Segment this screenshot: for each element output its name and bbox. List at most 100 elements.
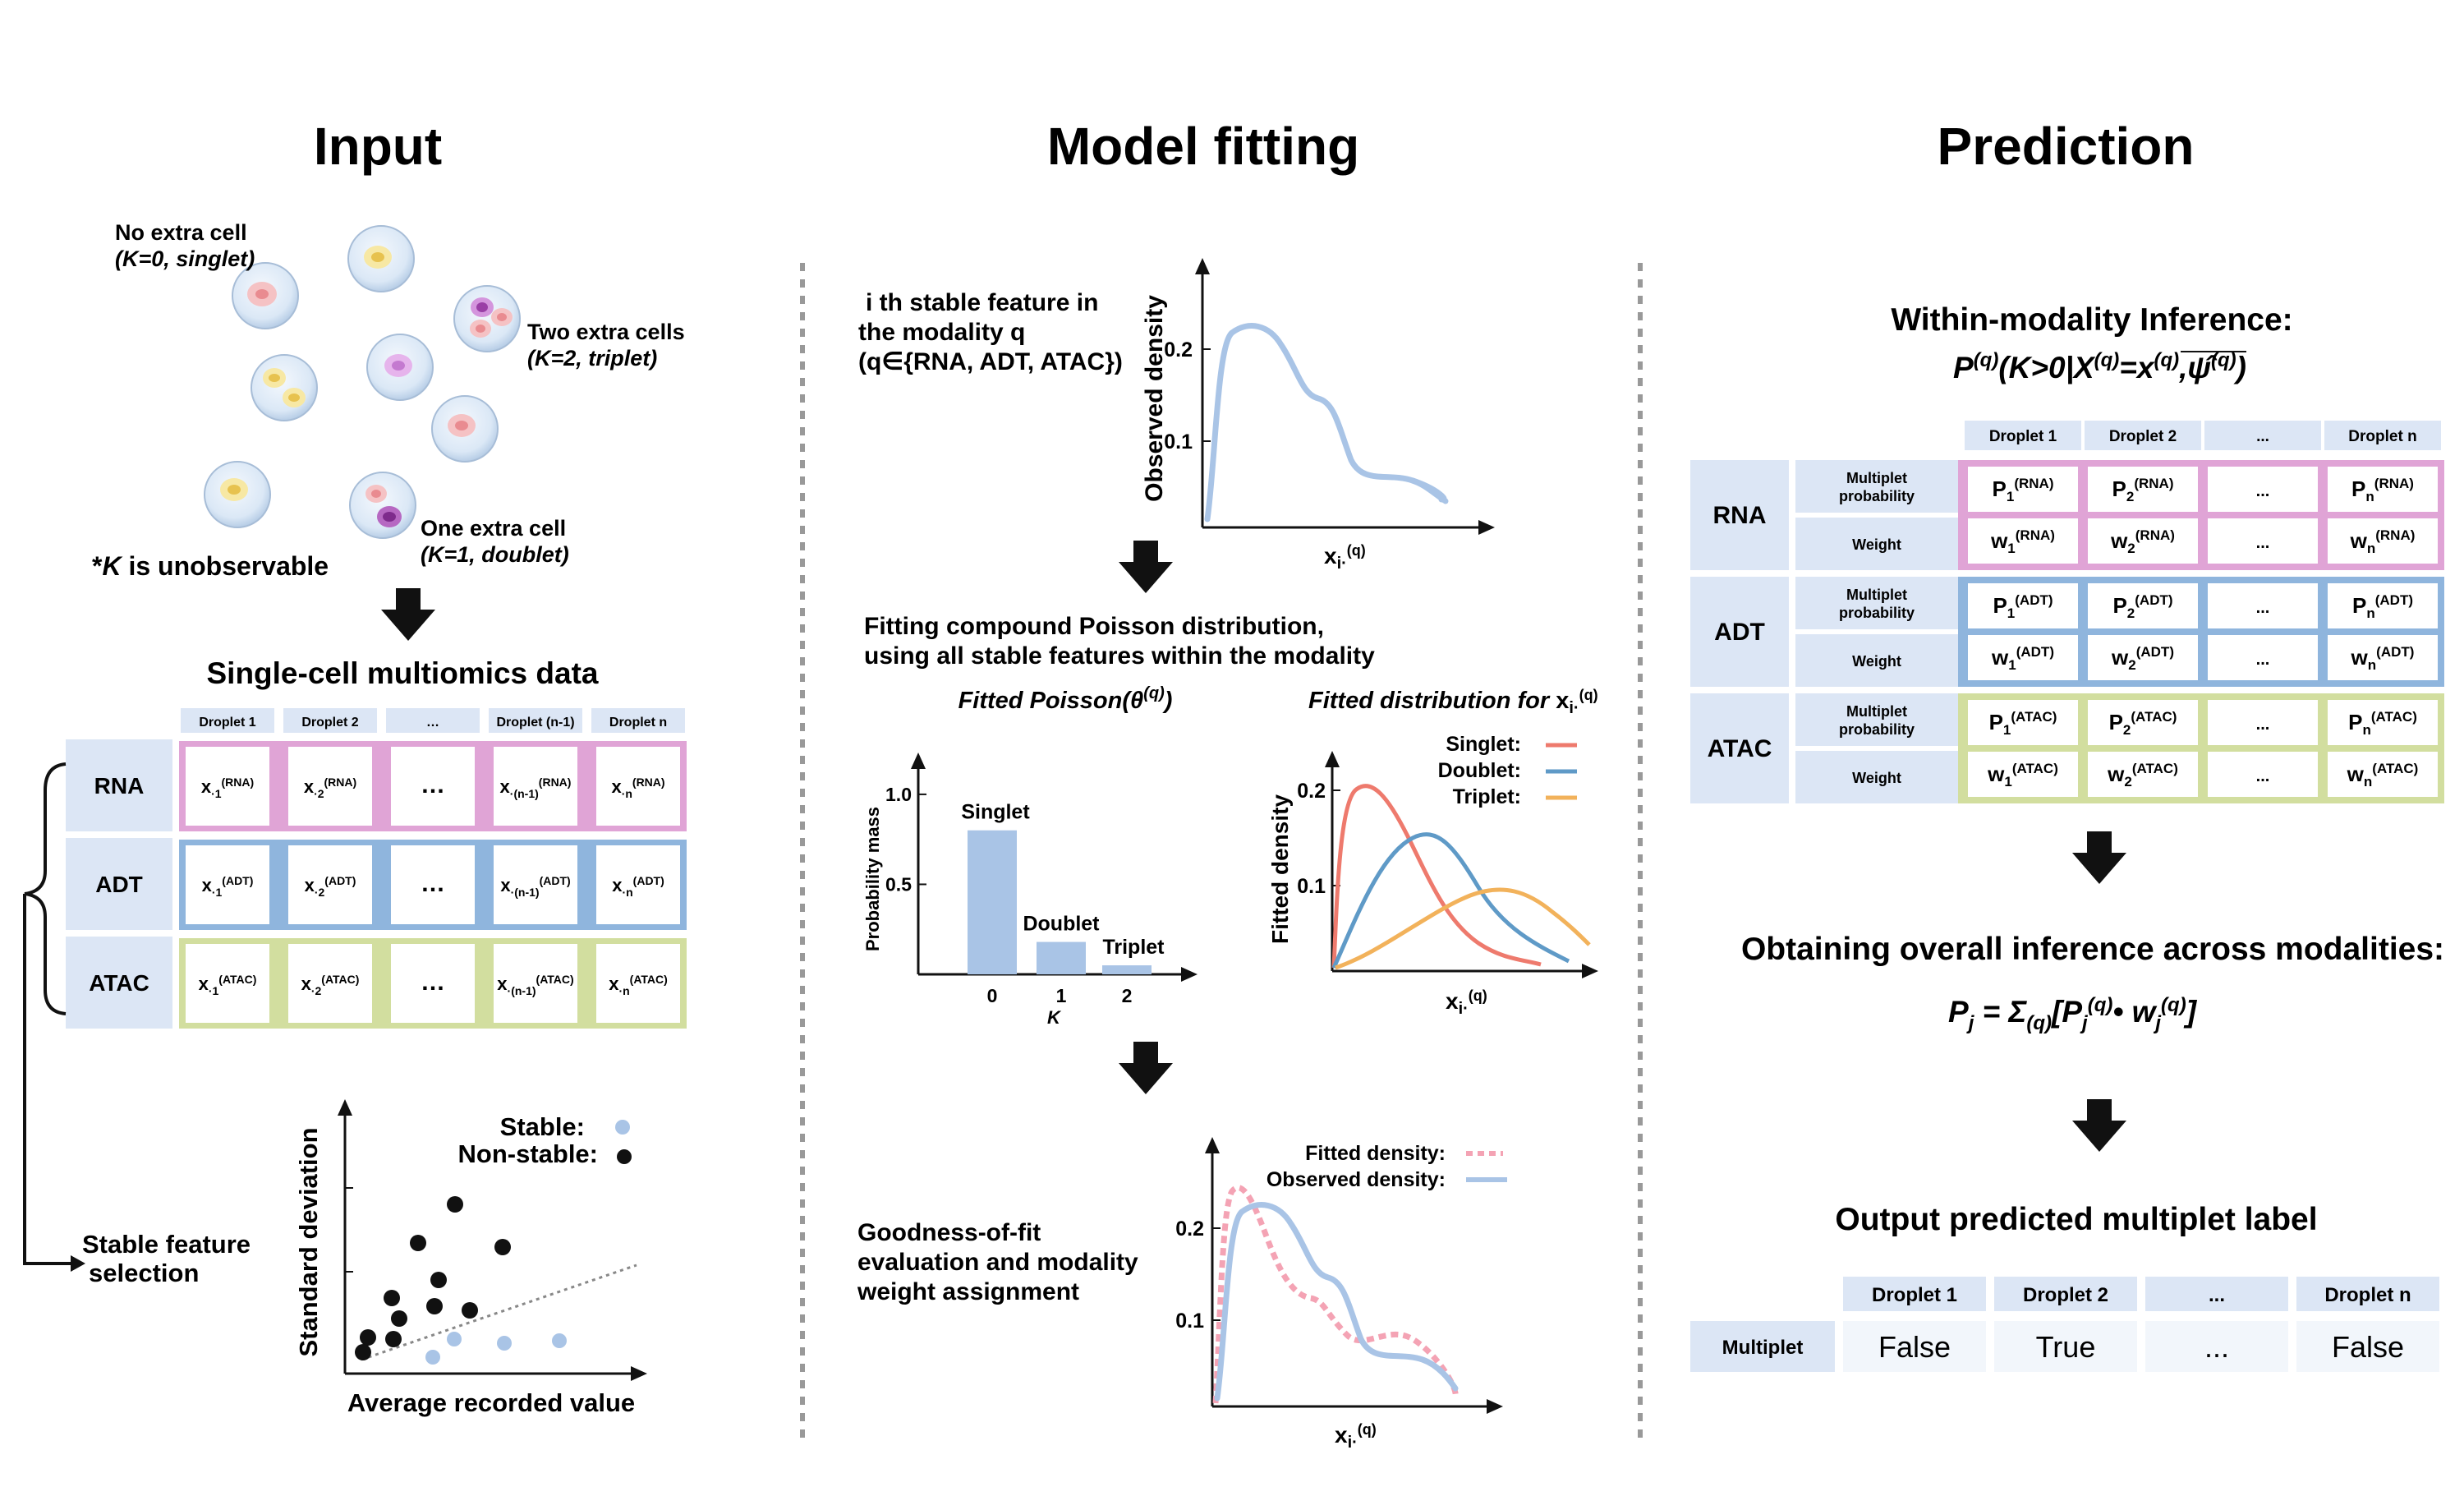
multiomics-title: Single-cell multiomics data — [206, 656, 598, 690]
feature-text-line3: (q∈{RNA, ADT, ATAC}) — [858, 348, 1123, 375]
data-cell-value: x·1(RNA) — [201, 776, 254, 800]
probability-cell — [2328, 467, 2438, 512]
multiplet-label-value: False — [2332, 1330, 2404, 1364]
observed-x-label: xi·(q) — [1324, 542, 1366, 573]
nonstable-point — [391, 1310, 407, 1327]
data-cell-value: x·n(ATAC) — [609, 973, 668, 997]
output-droplet-header-cell — [2145, 1277, 2288, 1311]
two-extra-cells-k: (K=2, triplet) — [527, 346, 657, 371]
output-droplet-header-label: ... — [2209, 1284, 2225, 1306]
data-cell-value: … — [421, 969, 445, 996]
droplet-header-label: Droplet 2 — [301, 716, 358, 730]
weight-value: wn(ATAC) — [2347, 761, 2419, 789]
scatter-y-label: Standard deviation — [294, 1127, 323, 1356]
prob-ylabel: Probability mass — [862, 807, 883, 951]
stable-point — [447, 1332, 462, 1346]
droplet-header-cell — [386, 708, 480, 733]
multiplet-label-value: False — [1878, 1330, 1951, 1364]
droplet-cell-triplet — [453, 285, 521, 352]
probability-cell — [2208, 583, 2318, 628]
y-tick-label: 0.1 — [1164, 430, 1193, 453]
connector-line — [23, 894, 72, 1265]
data-cell — [596, 747, 680, 826]
weight-value: w1(ATAC) — [1987, 761, 2058, 789]
arrow-down-icon — [381, 588, 435, 641]
stable-point — [497, 1336, 512, 1351]
x-tick-label: 1 — [1056, 985, 1067, 1006]
data-cell-value: x·(n-1)(ATAC) — [497, 973, 573, 997]
feature-text-line1: i th stable feature in — [866, 289, 1098, 316]
droplet-cell — [366, 334, 434, 401]
data-cell-value: x·n(ADT) — [612, 874, 664, 899]
data-cell — [596, 944, 680, 1023]
output-label-table: Droplet 1 Droplet 2... Droplet n Multiplet F… — [1690, 1277, 2439, 1372]
stable-point — [552, 1333, 567, 1348]
droplet-header-label: Droplet 1 — [199, 716, 255, 730]
axis-arrow-icon — [1325, 751, 1340, 767]
stable-legend-marker — [615, 1120, 630, 1135]
fitted-density-curve — [1212, 1185, 1459, 1404]
y-tick-label: 0.1 — [1175, 1310, 1204, 1333]
output-droplet-header-cell — [2296, 1277, 2439, 1311]
weight-cell — [1968, 635, 2078, 680]
fitted-distribution-chart: Fitted distribution for xi·(q) 0.2 0.1 F… — [1267, 687, 1598, 1018]
metric-label-cell — [1795, 693, 1958, 746]
probability-cell — [2208, 467, 2318, 512]
droplet-header-cell — [2324, 421, 2441, 450]
nonstable-point — [355, 1344, 371, 1360]
no-extra-cell-label: No extra cell — [115, 220, 247, 245]
weight-cell — [2088, 752, 2198, 797]
singlet-curve — [1331, 784, 1542, 969]
data-cell-value: … — [421, 870, 445, 897]
weight-cell — [2328, 635, 2438, 680]
multiplet-label-value: True — [2036, 1330, 2096, 1364]
output-droplet-header-cell — [1994, 1277, 2137, 1311]
axis-arrow-icon — [1478, 520, 1495, 535]
droplet-cell — [347, 225, 415, 292]
probability-value: P1(RNA) — [1993, 476, 2054, 504]
probability-value: Pn(RNA) — [2351, 476, 2414, 504]
weight-value: ... — [2256, 767, 2270, 785]
nonstable-point — [384, 1290, 400, 1306]
nonstable-point — [410, 1235, 426, 1251]
probability-value: ... — [2256, 482, 2270, 500]
weight-value: w2(ATAC) — [2107, 761, 2178, 789]
weight-label: Weight — [1852, 770, 1901, 786]
triplet-curve — [1335, 887, 1591, 970]
data-cell — [494, 944, 577, 1023]
modality-label-cell — [1690, 693, 1789, 803]
multiplet-label-cell — [2145, 1321, 2288, 1372]
probability-value: P1(ADT) — [1993, 592, 2053, 621]
droplet-header-cell — [181, 708, 274, 733]
weight-cell — [2208, 635, 2318, 680]
scatter-legend-stable: Stable: — [500, 1112, 585, 1141]
probability-cell — [2088, 583, 2198, 628]
droplet-header-cell — [489, 708, 582, 733]
weight-cell — [2328, 752, 2438, 797]
k-axis-label: K — [1047, 1007, 1062, 1028]
weight-cell — [2088, 518, 2198, 564]
axis-arrow-icon — [1487, 1399, 1503, 1414]
scatter-legend-nonstable: Non-stable: — [458, 1139, 599, 1168]
data-cell-value: … — [421, 771, 445, 799]
goodness-of-fit-chart: Fitted density: Observed density: 0.2 0.… — [1175, 1137, 1507, 1452]
multiplet-label-cell — [1994, 1321, 2137, 1372]
droplet-header-cell — [2204, 421, 2321, 450]
fitted-x-label: xi·(q) — [1446, 987, 1487, 1018]
y-tick-label: 0.2 — [1175, 1218, 1204, 1241]
within-modality-table: Droplet 1 Droplet 2... Droplet n RNA Multipl… — [1690, 421, 2444, 803]
weight-value: w2(ADT) — [2111, 644, 2174, 673]
data-cell-value: x·2(RNA) — [304, 776, 356, 800]
y-tick-label: 0.5 — [885, 873, 912, 895]
weight-cell — [2088, 635, 2198, 680]
multiplet-probability-label: probability — [1839, 721, 1915, 738]
observed-density-curve — [1204, 323, 1447, 522]
probability-value: Pn(ATAC) — [2348, 709, 2417, 738]
weight-label: Weight — [1852, 653, 1901, 670]
droplet-header-label: Droplet 2 — [2109, 428, 2177, 445]
one-extra-cell-label: One extra cell — [421, 516, 566, 541]
modality-row-label-cell — [66, 838, 172, 930]
axis-arrow-icon — [338, 1099, 352, 1116]
legend-doublet: Doublet: — [1438, 759, 1521, 782]
nonstable-point — [494, 1239, 511, 1255]
